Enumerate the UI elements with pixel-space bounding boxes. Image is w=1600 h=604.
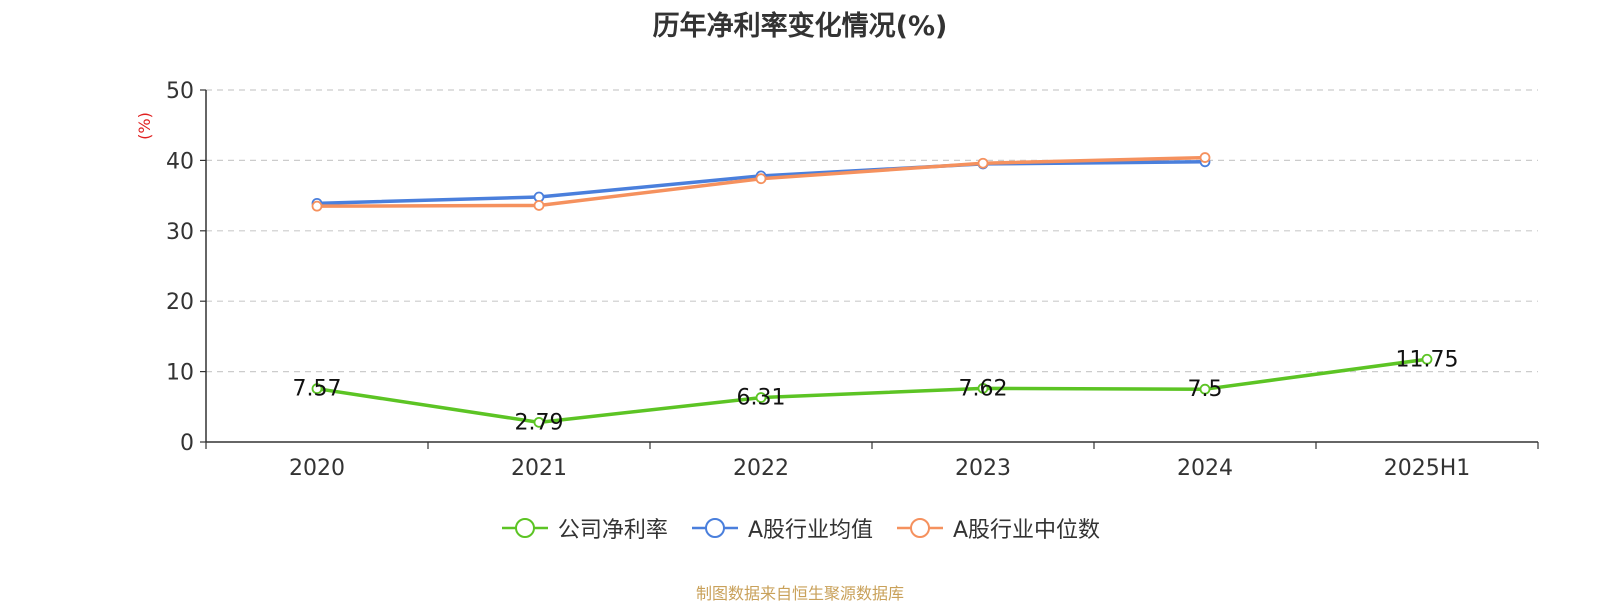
chart-title: 历年净利率变化情况(%): [652, 11, 948, 42]
data-label: 11.75: [1396, 347, 1459, 372]
data-point: [755, 173, 767, 185]
legend-swatch: [501, 518, 548, 538]
y-tick-label: 0: [180, 431, 194, 456]
y-tick-label: 20: [166, 290, 194, 315]
legend-label: 公司净利率: [557, 518, 668, 543]
y-tick-label: 50: [166, 79, 194, 104]
data-point: [755, 392, 767, 403]
legend-item[interactable]: A股行业中位数: [895, 512, 1100, 544]
legend-swatch: [691, 518, 738, 538]
x-tick-label: 2023: [955, 456, 1011, 481]
y-tick-label: 10: [166, 361, 194, 386]
data-point: [977, 382, 989, 394]
legend-item[interactable]: A股行业均值: [690, 512, 873, 544]
data-label: 7.57: [293, 377, 342, 402]
series-line-0: [316, 357, 1428, 425]
data-point: [533, 200, 545, 211]
y-tick-label: 30: [166, 220, 194, 245]
x-tick-label: 2025H1: [1384, 456, 1471, 481]
data-label: 6.31: [737, 386, 786, 411]
data-point: [533, 416, 545, 428]
data-point: [1421, 353, 1433, 365]
data-point: [977, 157, 989, 169]
legend-swatch: [897, 518, 943, 538]
data-point: [311, 200, 323, 212]
legend: 公司净利率 A股行业均值 A股行业中位数: [0, 512, 1600, 544]
x-tick-label: 2020: [289, 456, 345, 481]
data-label: 7.5: [1188, 377, 1223, 402]
legend-label: A股行业均值: [747, 518, 873, 543]
data-label: 7.62: [959, 376, 1008, 401]
data-point: [1199, 383, 1211, 395]
x-tick-label: 2024: [1177, 456, 1233, 481]
data-source-note: 制图数据来自恒生聚源数据库: [695, 584, 904, 603]
x-tick-label: 2022: [733, 456, 789, 481]
x-tick-label: 2021: [511, 456, 567, 481]
data-point: [311, 383, 323, 395]
y-axis-label: (%): [135, 112, 154, 140]
legend-item[interactable]: 公司净利率: [500, 512, 668, 544]
y-tick-label: 40: [166, 149, 194, 174]
data-label: 2.79: [515, 410, 564, 435]
data-point: [1199, 152, 1211, 163]
legend-label: A股行业中位数: [953, 518, 1101, 543]
